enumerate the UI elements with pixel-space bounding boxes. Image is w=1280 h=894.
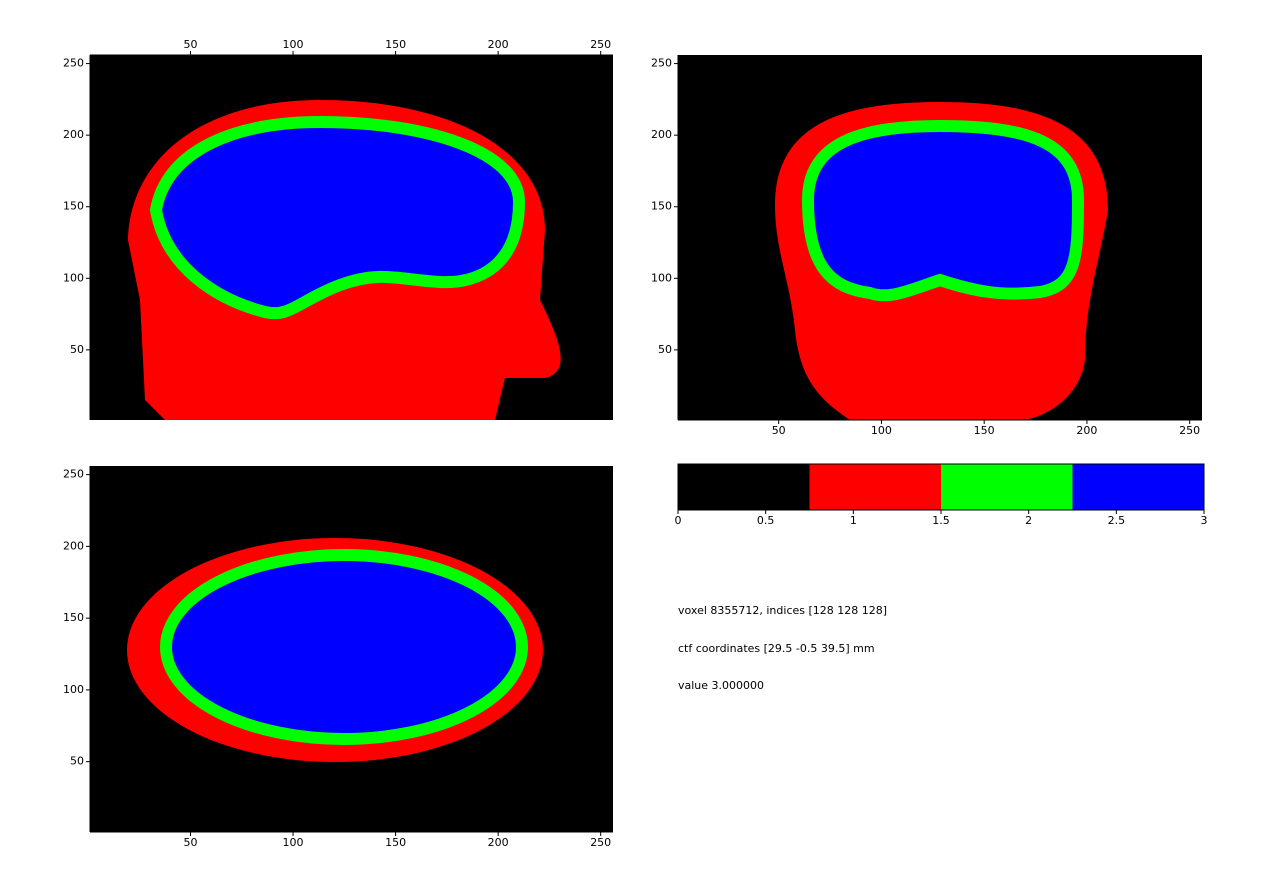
y-tick-label: 150 (651, 200, 672, 213)
x-tick-label: 0 (675, 514, 682, 527)
x-tick-label: 150 (385, 836, 406, 849)
x-tick-label: 200 (1076, 424, 1097, 437)
x-tick-label: 150 (385, 38, 406, 51)
x-tick-label: 200 (488, 836, 509, 849)
brain (801, 119, 1085, 302)
x-tick-label: 1 (850, 514, 857, 527)
color-segment (941, 464, 1073, 510)
x-tick-label: 2 (1025, 514, 1032, 527)
y-tick-label: 50 (70, 755, 84, 768)
x-tick-label: 100 (283, 836, 304, 849)
info-text: value 3.000000 (678, 679, 764, 692)
sagittal-image (90, 55, 613, 420)
x-tick-label: 50 (183, 836, 197, 849)
x-tick-label: 50 (772, 424, 786, 437)
y-tick-label: 100 (63, 271, 84, 284)
y-tick-label: 150 (63, 611, 84, 624)
x-tick-label: 0.5 (757, 514, 775, 527)
info-text: ctf coordinates [29.5 -0.5 39.5] mm (678, 642, 875, 655)
y-tick-label: 50 (70, 343, 84, 356)
x-tick-label: 50 (183, 38, 197, 51)
color-segment (809, 464, 941, 510)
x-tick-label: 250 (1179, 424, 1200, 437)
x-tick-label: 3 (1201, 514, 1208, 527)
y-tick-label: 250 (63, 57, 84, 70)
y-tick-label: 250 (63, 468, 84, 481)
y-tick-label: 200 (63, 128, 84, 141)
y-tick-label: 200 (63, 539, 84, 552)
y-tick-label: 100 (63, 683, 84, 696)
y-tick-label: 150 (63, 200, 84, 213)
x-tick-label: 1.5 (932, 514, 950, 527)
y-tick-label: 100 (651, 271, 672, 284)
y-tick-label: 200 (651, 128, 672, 141)
coronal-image (678, 55, 1202, 420)
color-segment (1072, 464, 1204, 510)
brain (160, 549, 528, 745)
color-segment (678, 464, 810, 510)
x-tick-label: 250 (590, 38, 611, 51)
x-tick-label: 100 (283, 38, 304, 51)
y-tick-label: 50 (658, 343, 672, 356)
y-tick-label: 250 (651, 57, 672, 70)
x-tick-label: 200 (488, 38, 509, 51)
x-tick-label: 150 (974, 424, 995, 437)
brain (149, 115, 526, 320)
x-tick-label: 250 (590, 836, 611, 849)
info-text: voxel 8355712, indices [128 128 128] (678, 604, 887, 617)
x-tick-label: 2.5 (1108, 514, 1126, 527)
x-tick-label: 100 (871, 424, 892, 437)
axial-image (90, 466, 613, 832)
